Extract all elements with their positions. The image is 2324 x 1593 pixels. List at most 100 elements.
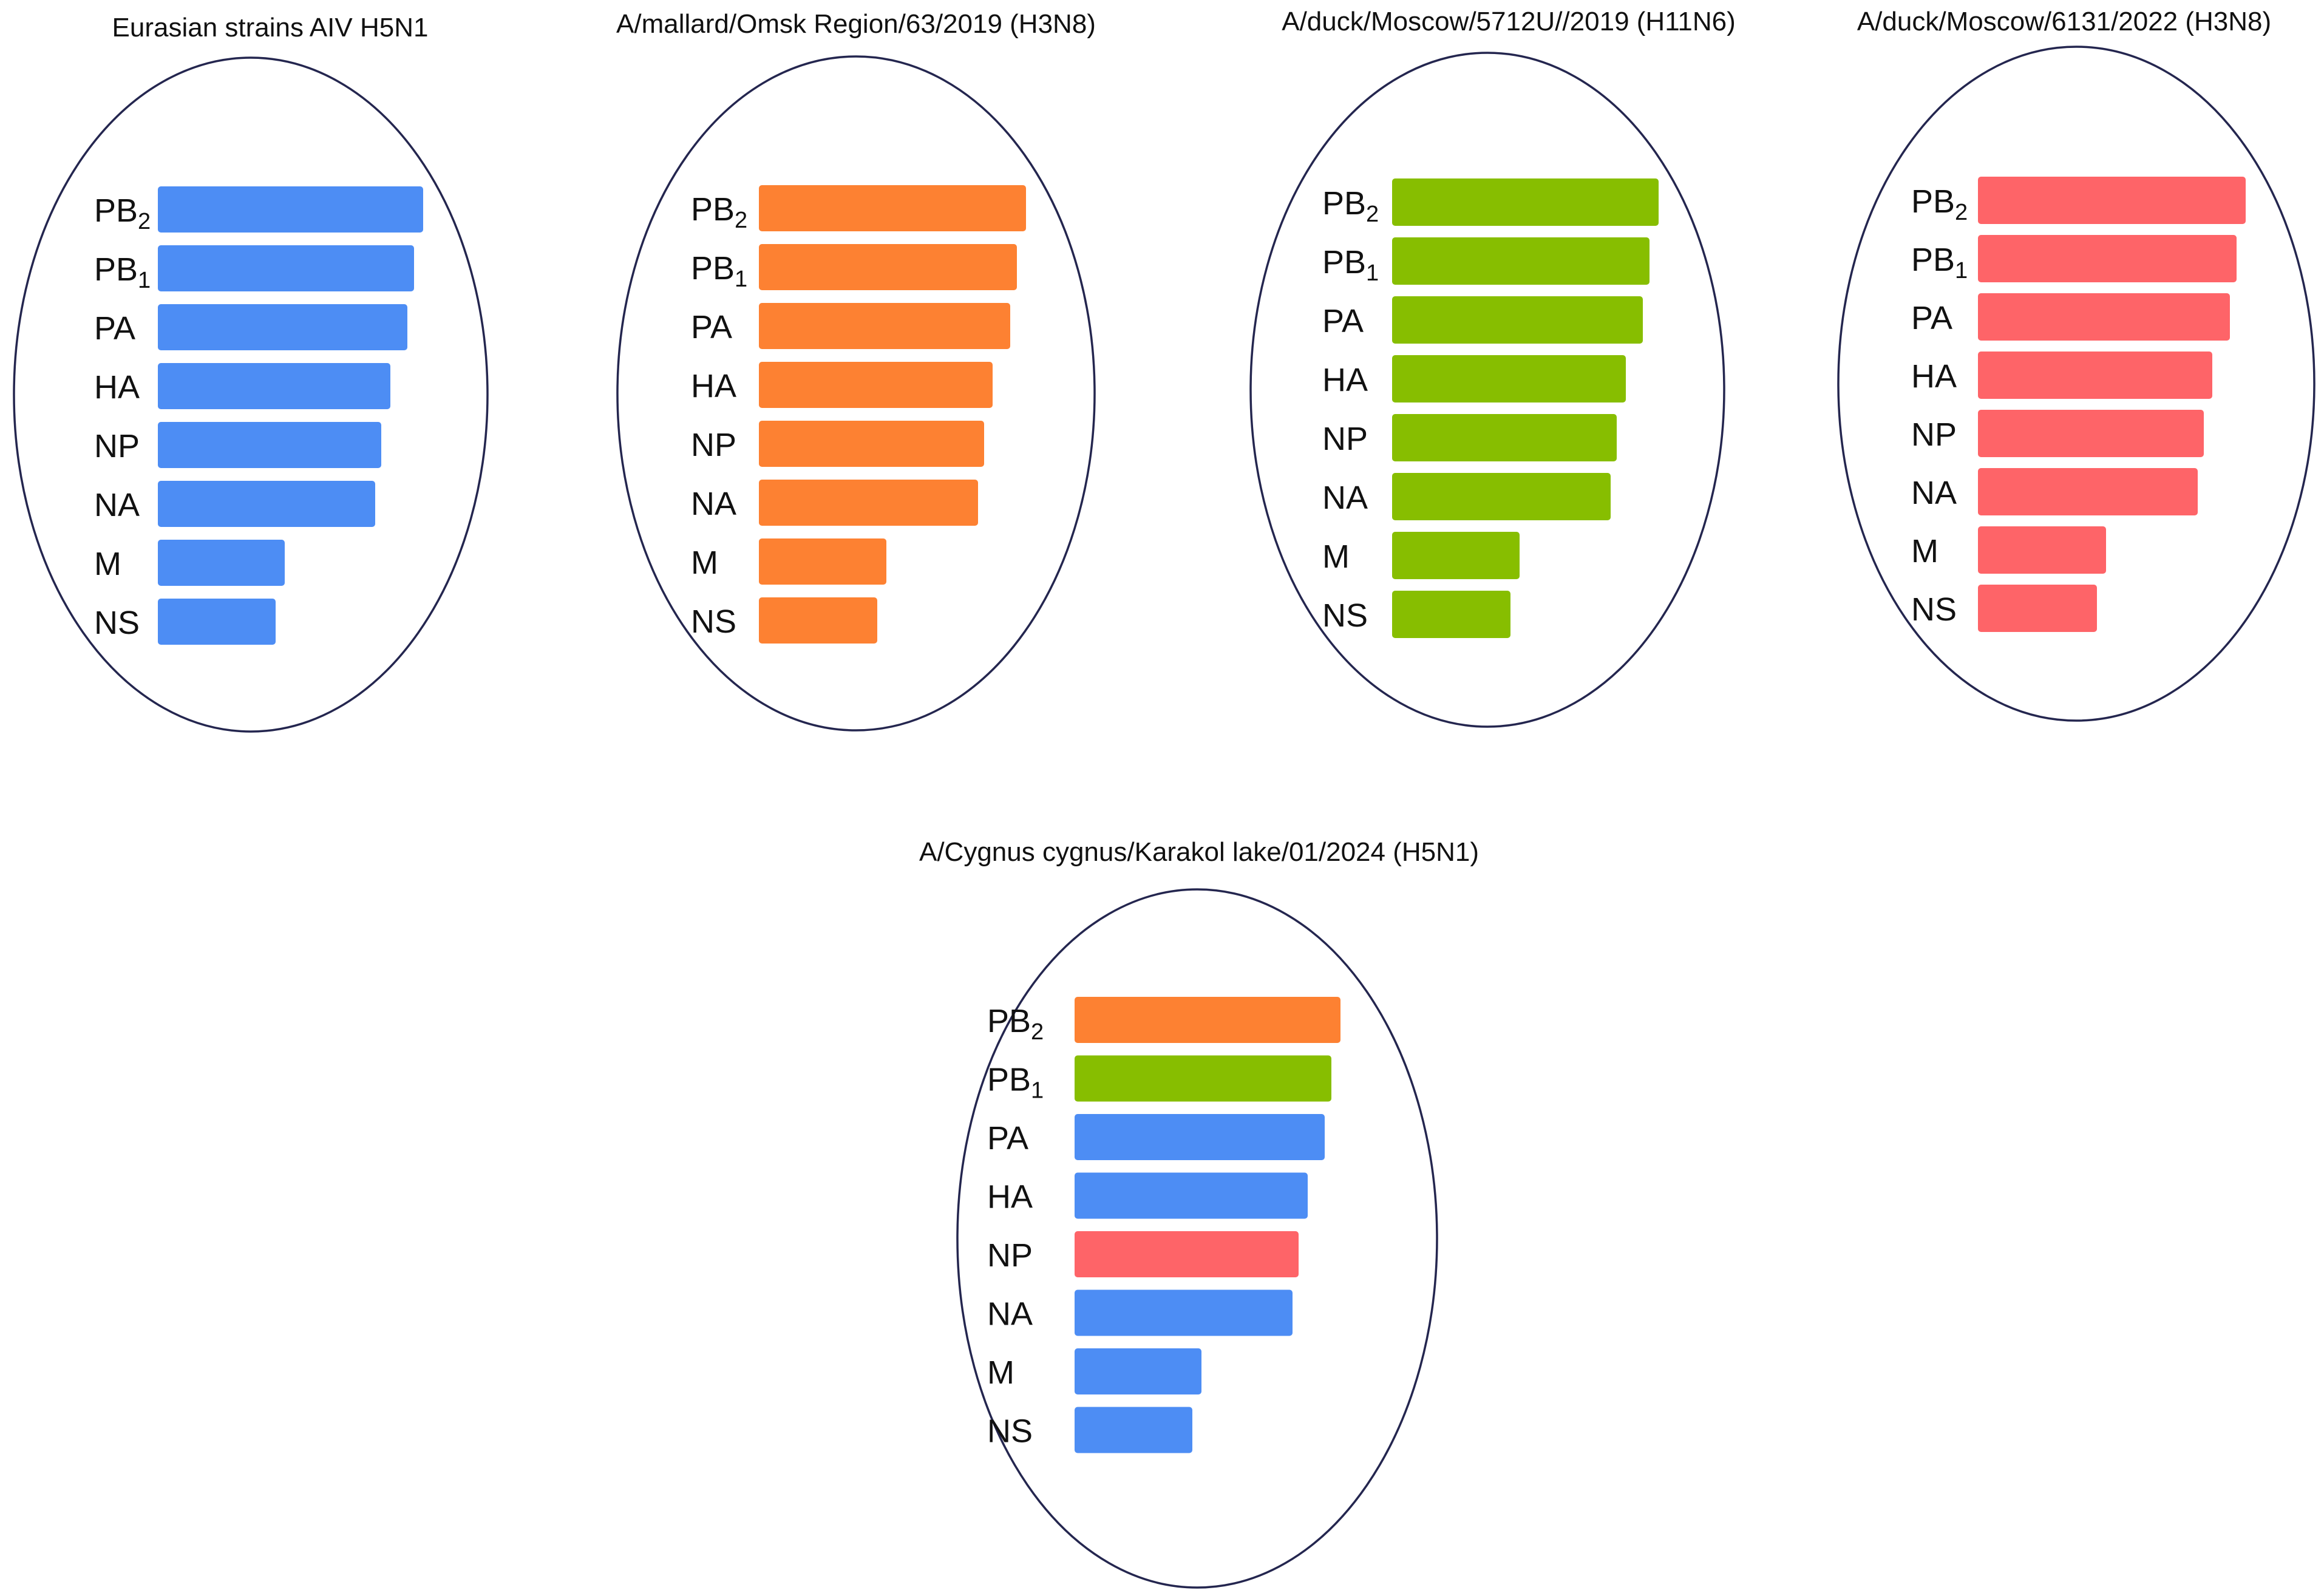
panel-title: A/mallard/Omsk Region/63/2019 (H3N8)	[616, 9, 1096, 39]
segment-label: HA	[987, 1179, 1033, 1215]
panel-title: Eurasian strains AIV H5N1	[112, 13, 429, 42]
segment-name: M	[1322, 538, 1350, 575]
segment-label: NA	[1911, 475, 1957, 511]
segment-label: PA	[1911, 300, 1952, 336]
segment-name: NA	[987, 1296, 1033, 1333]
segment-bar	[158, 304, 407, 350]
segment-label: PA	[1322, 303, 1364, 339]
segment-name: NP	[1911, 416, 1957, 453]
segment-label: NS	[691, 603, 736, 640]
strain-panel: A/duck/Moscow/5712U//2019 (H11N6)PB2PB1P…	[1249, 7, 1736, 728]
segment-name: NS	[987, 1413, 1033, 1450]
strain-panel: A/mallard/Omsk Region/63/2019 (H3N8)PB2P…	[616, 9, 1096, 732]
segment-subscript: 2	[1031, 1019, 1044, 1045]
segment-bar	[1075, 1289, 1293, 1336]
segment-label: PB1	[1911, 242, 1968, 284]
segment-bar	[759, 538, 886, 585]
segment-name: HA	[987, 1179, 1033, 1215]
segment-bar	[759, 185, 1026, 231]
segment-subscript: 1	[1031, 1078, 1044, 1104]
segment-name: PB	[691, 250, 735, 287]
segment-bar	[1978, 352, 2212, 399]
segment-subscript: 1	[1366, 260, 1379, 286]
segment-label: NS	[1322, 597, 1368, 634]
segment-bar	[1978, 468, 2198, 515]
segment-name: M	[94, 546, 121, 582]
segment-name: NP	[1322, 421, 1368, 457]
segment-name: NS	[1911, 591, 1957, 628]
segment-subscript: 1	[1955, 258, 1968, 284]
segment-bar	[759, 421, 984, 467]
panel-title: A/duck/Moscow/6131/2022 (H3N8)	[1857, 7, 2271, 36]
segment-bar	[759, 303, 1010, 349]
segment-bar	[1978, 235, 2237, 282]
segment-bar	[1392, 473, 1611, 520]
segment-label: M	[94, 546, 121, 582]
segment-name: HA	[1322, 362, 1368, 398]
segment-label: PB2	[1322, 185, 1379, 227]
segment-bar	[158, 186, 423, 233]
segment-bar	[1392, 237, 1650, 285]
segment-bar	[1978, 410, 2204, 457]
segment-name: NS	[1322, 597, 1368, 634]
segment-name: NA	[1322, 480, 1368, 516]
strain-panel: A/duck/Moscow/6131/2022 (H3N8)PB2PB1PAHA…	[1837, 7, 2316, 722]
panel-title: A/Cygnus cygnus/Karakol lake/01/2024 (H5…	[919, 837, 1479, 867]
segment-label: NS	[987, 1413, 1033, 1450]
segment-subscript: 2	[1955, 200, 1968, 225]
segment-label: NA	[987, 1296, 1033, 1333]
segment-label: NP	[691, 427, 736, 463]
segment-label: NP	[1322, 421, 1368, 457]
segment-bar	[759, 597, 877, 644]
segment-label: HA	[1322, 362, 1368, 398]
segment-name: M	[691, 545, 718, 581]
segment-subscript: 1	[735, 267, 747, 292]
segment-subscript: 1	[138, 268, 151, 293]
segment-label: NP	[94, 428, 140, 464]
genome-outline-oval	[1249, 52, 1725, 728]
segment-label: PB2	[1911, 183, 1968, 225]
segment-name: NS	[94, 605, 140, 641]
segment-label: PA	[94, 310, 135, 347]
segment-name: NA	[691, 486, 736, 522]
segment-bar	[1075, 1231, 1299, 1277]
segment-bar	[1392, 296, 1643, 344]
segment-name: PB	[94, 251, 138, 288]
segment-bar	[158, 245, 414, 291]
segment-label: PB1	[1322, 244, 1379, 286]
segment-name: NA	[1911, 475, 1957, 511]
genome-outline-oval	[616, 55, 1096, 732]
segment-name: HA	[1911, 358, 1957, 395]
segment-name: PB	[1322, 244, 1366, 280]
segment-name: PA	[987, 1120, 1028, 1157]
segment-name: PB	[94, 192, 138, 229]
segment-bar	[1392, 532, 1520, 579]
segment-bar	[1392, 414, 1617, 461]
segment-name: PB	[987, 1062, 1031, 1098]
segment-name: M	[987, 1354, 1014, 1391]
segment-name: NA	[94, 487, 140, 523]
segment-label: NA	[94, 487, 140, 523]
segment-label: PB2	[987, 1003, 1044, 1045]
panel-title: A/duck/Moscow/5712U//2019 (H11N6)	[1282, 7, 1736, 36]
segment-bar	[158, 599, 276, 645]
segment-subscript: 2	[138, 209, 151, 234]
segment-bar	[1978, 585, 2097, 632]
segment-bar	[1075, 1407, 1192, 1453]
segment-label: M	[691, 545, 718, 581]
segment-name: PA	[1911, 300, 1952, 336]
segment-name: PB	[987, 1003, 1031, 1039]
segment-label: PB1	[94, 251, 151, 293]
genome-outline-oval	[956, 888, 1438, 1589]
strain-panel: Eurasian strains AIV H5N1PB2PB1PAHANPNAM…	[13, 13, 489, 733]
genome-outline-oval	[1837, 46, 2316, 722]
segment-bar	[1392, 178, 1659, 226]
segment-label: M	[987, 1354, 1014, 1391]
segment-bar	[1075, 1172, 1308, 1219]
segment-label: NA	[1322, 480, 1368, 516]
segment-label: HA	[691, 368, 736, 404]
segment-name: PB	[1322, 185, 1366, 222]
segment-bar	[1075, 1348, 1201, 1394]
segment-name: NP	[691, 427, 736, 463]
segment-name: PB	[1911, 242, 1955, 278]
